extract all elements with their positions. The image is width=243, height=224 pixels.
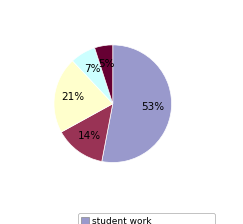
Wedge shape: [102, 45, 172, 162]
Text: 7%: 7%: [84, 64, 101, 74]
Legend: student work, faculty scholarship, pictures, non-scholarly publications, histori: student work, faculty scholarship, pictu…: [78, 213, 215, 224]
Text: 21%: 21%: [62, 93, 85, 102]
Text: 14%: 14%: [78, 131, 101, 141]
Wedge shape: [61, 104, 113, 162]
Wedge shape: [95, 45, 113, 104]
Text: 53%: 53%: [141, 102, 164, 112]
Wedge shape: [72, 48, 113, 104]
Text: 5%: 5%: [98, 59, 115, 69]
Wedge shape: [54, 61, 113, 132]
